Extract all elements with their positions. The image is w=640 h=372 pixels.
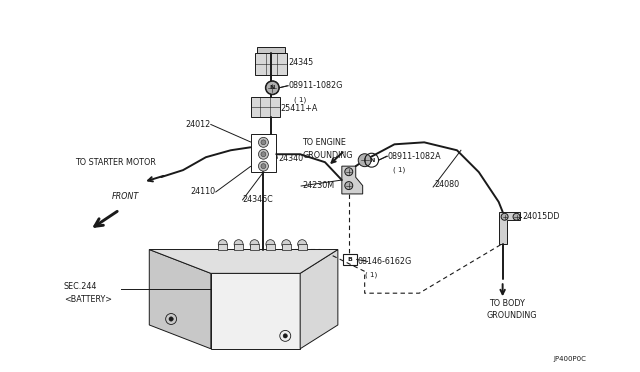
Circle shape: [261, 140, 266, 145]
Text: ( 1): ( 1): [294, 96, 307, 103]
Polygon shape: [211, 273, 300, 349]
Circle shape: [234, 240, 243, 248]
Text: 24345: 24345: [288, 58, 314, 67]
Text: 24340: 24340: [278, 154, 303, 163]
Text: N: N: [369, 158, 374, 163]
Text: 25411+A: 25411+A: [280, 104, 317, 113]
Circle shape: [513, 213, 520, 220]
Circle shape: [358, 154, 371, 167]
Circle shape: [345, 168, 353, 176]
Circle shape: [282, 240, 291, 248]
Text: N: N: [269, 85, 275, 90]
Circle shape: [266, 81, 279, 94]
Polygon shape: [499, 212, 520, 244]
Text: TO BODY: TO BODY: [489, 299, 525, 308]
Circle shape: [261, 152, 266, 157]
Text: TO ENGINE: TO ENGINE: [302, 138, 346, 147]
Circle shape: [169, 317, 173, 321]
Text: ( 1): ( 1): [365, 271, 377, 278]
Text: ( 1): ( 1): [394, 167, 406, 173]
Circle shape: [283, 334, 287, 338]
Text: B: B: [348, 257, 352, 262]
FancyBboxPatch shape: [266, 244, 275, 250]
Text: FRONT: FRONT: [111, 192, 139, 201]
Polygon shape: [300, 250, 338, 349]
FancyBboxPatch shape: [282, 244, 291, 250]
Circle shape: [259, 137, 268, 147]
Circle shape: [259, 161, 268, 171]
Circle shape: [501, 213, 508, 220]
Text: 08146-6162G: 08146-6162G: [358, 257, 412, 266]
Text: 24012: 24012: [186, 120, 211, 129]
Circle shape: [261, 164, 266, 169]
Text: 24015DD: 24015DD: [522, 212, 560, 221]
FancyBboxPatch shape: [257, 47, 285, 53]
Text: 24080: 24080: [434, 180, 460, 189]
FancyBboxPatch shape: [234, 244, 243, 250]
Polygon shape: [149, 250, 211, 349]
FancyBboxPatch shape: [250, 244, 259, 250]
Polygon shape: [342, 166, 363, 194]
Text: GROUNDING: GROUNDING: [487, 311, 537, 320]
Text: 08911-1082G: 08911-1082G: [288, 81, 342, 90]
FancyBboxPatch shape: [250, 97, 280, 116]
Text: 08911-1082A: 08911-1082A: [387, 152, 441, 161]
Circle shape: [218, 240, 227, 248]
Text: JP400P0C: JP400P0C: [553, 356, 586, 362]
Text: 24230M: 24230M: [302, 182, 334, 190]
Circle shape: [259, 149, 268, 159]
Text: SEC.244: SEC.244: [64, 282, 97, 291]
Text: GROUNDING: GROUNDING: [302, 151, 353, 160]
FancyBboxPatch shape: [218, 244, 227, 250]
Polygon shape: [149, 250, 338, 273]
Circle shape: [345, 182, 353, 190]
Circle shape: [298, 240, 307, 248]
Circle shape: [266, 240, 275, 248]
FancyBboxPatch shape: [255, 53, 287, 75]
Text: TO STARTER MOTOR: TO STARTER MOTOR: [76, 158, 156, 167]
Text: 24346C: 24346C: [243, 195, 273, 204]
Circle shape: [250, 240, 259, 248]
Text: 24110: 24110: [191, 187, 216, 196]
Text: <BATTERY>: <BATTERY>: [64, 295, 112, 304]
FancyBboxPatch shape: [298, 244, 307, 250]
